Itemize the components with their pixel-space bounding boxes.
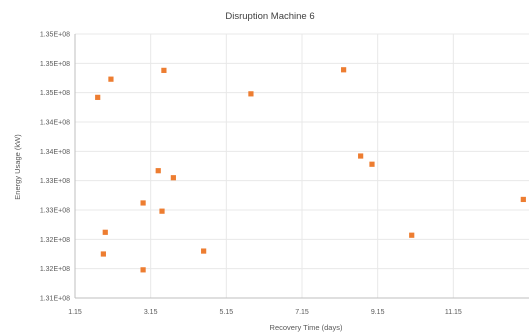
data-point (358, 153, 364, 159)
data-point (140, 267, 146, 273)
data-point (409, 232, 415, 238)
x-tick-label: 1.15 (68, 309, 82, 316)
data-point (161, 67, 167, 73)
chart-title: Disruption Machine 6 (225, 11, 314, 22)
y-tick-label: 1.32E+08 (40, 237, 70, 244)
data-point (201, 248, 207, 254)
data-point (102, 229, 108, 235)
gridlines (74, 33, 529, 299)
data-point (108, 76, 114, 82)
axes (74, 34, 529, 299)
y-tick-label: 1.33E+08 (40, 178, 70, 185)
x-tick-label: 3.15 (144, 309, 158, 316)
data-point (520, 196, 526, 203)
y-tick-label: 1.34E+08 (40, 120, 70, 127)
x-tick-label: 7.15 (295, 309, 309, 316)
y-axis-tick-labels: 1.31E+08 1.32E+08 1.32E+08 1.33E+08 1.33E+08… (40, 32, 70, 303)
x-axis-tick-labels: 1.15 3.15 5.15 7.15 9.15 11.15 (68, 309, 462, 316)
y-tick-label: 1.35E+08 (40, 32, 70, 39)
y-tick-label: 1.33E+08 (40, 208, 70, 215)
x-axis-title: Recovery Time (days) (270, 323, 343, 332)
x-tick-label: 9.15 (371, 309, 385, 316)
data-point (140, 200, 146, 206)
data-point (95, 94, 101, 100)
y-axis-title: Energy Usage (kW) (13, 134, 22, 200)
y-tick-label: 1.35E+08 (40, 61, 70, 68)
data-point (159, 208, 165, 214)
data-point (155, 168, 161, 174)
x-tick-label: 5.15 (220, 309, 234, 316)
data-points (95, 67, 526, 273)
data-point (369, 161, 375, 167)
x-tick-label: 11.15 (445, 309, 462, 316)
data-point (341, 67, 347, 73)
data-point (100, 251, 106, 257)
y-tick-label: 1.31E+08 (40, 296, 70, 303)
data-point (170, 175, 176, 181)
y-tick-label: 1.34E+08 (40, 149, 70, 156)
y-tick-label: 1.32E+08 (40, 266, 70, 273)
y-tick-label: 1.35E+08 (40, 90, 70, 97)
data-point (248, 91, 254, 97)
